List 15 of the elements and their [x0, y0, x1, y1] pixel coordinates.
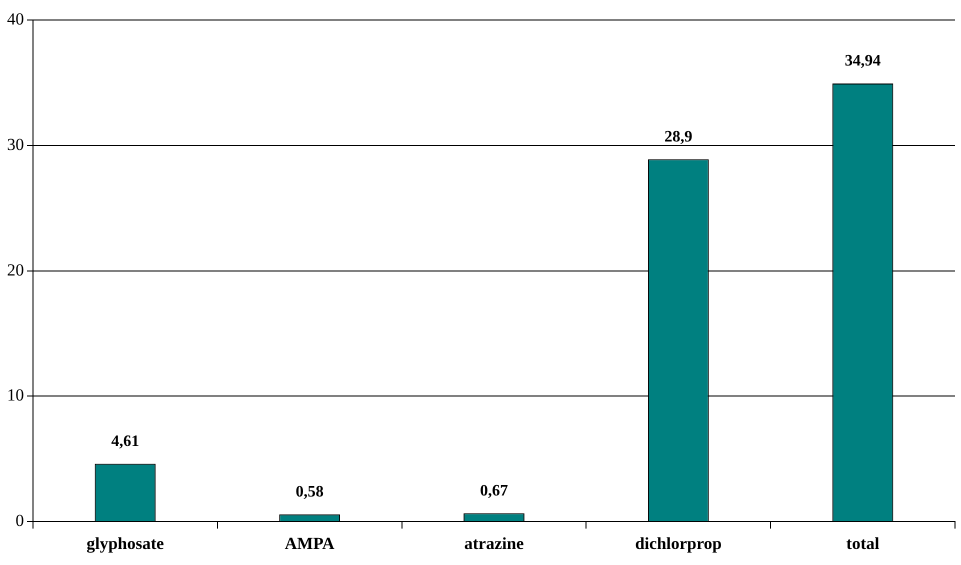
data-label: 0,67	[480, 482, 508, 500]
y-tick-label: 0	[16, 511, 24, 530]
x-tick-label: AMPA	[284, 534, 336, 554]
x-tick-label: total	[846, 534, 880, 554]
data-label: 0,58	[296, 483, 324, 500]
data-label: 34,94	[844, 52, 881, 70]
y-tick-label: 20	[7, 260, 24, 280]
y-tick-label: 30	[7, 134, 24, 154]
y-tick-label: 10	[7, 386, 24, 405]
x-tick-label: atrazine	[464, 534, 524, 554]
x-tick-label: dichlorprop	[635, 534, 722, 554]
data-label: 4,61	[111, 432, 140, 450]
data-label: 28,9	[664, 128, 692, 146]
y-tick-label: 40	[7, 9, 24, 28]
x-tick-label: glyphosate	[86, 534, 164, 554]
